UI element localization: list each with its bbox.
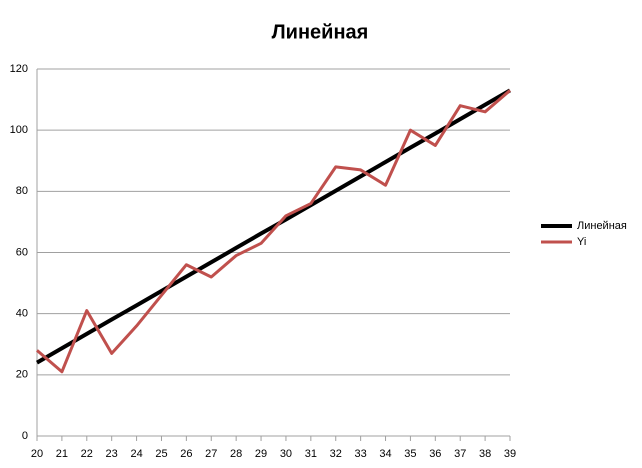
legend-label: Yi (577, 236, 586, 248)
x-tick-label: 26 (180, 448, 192, 460)
y-tick-label: 20 (16, 369, 28, 381)
x-tick-label: 32 (330, 448, 342, 460)
y-tick-label: 120 (10, 63, 28, 75)
x-tick-label: 36 (429, 448, 441, 460)
x-tick-label: 39 (504, 448, 516, 460)
x-tick-label: 21 (56, 448, 68, 460)
x-tick-label: 29 (255, 448, 267, 460)
y-tick-label: 100 (10, 124, 28, 136)
chart-title: Линейная (272, 21, 369, 43)
x-tick-label: 37 (454, 448, 466, 460)
x-tick-label: 38 (479, 448, 491, 460)
y-tick-label: 40 (16, 308, 28, 320)
x-tick-label: 25 (155, 448, 167, 460)
x-tick-label: 35 (404, 448, 416, 460)
x-tick-label: 20 (31, 448, 43, 460)
y-tick-label: 60 (16, 246, 28, 258)
x-tick-label: 24 (130, 448, 142, 460)
y-tick-label: 0 (22, 430, 28, 442)
series-line (35, 88, 512, 365)
series-line (36, 89, 511, 374)
x-tick-label: 33 (355, 448, 367, 460)
y-tick-label: 80 (16, 185, 28, 197)
x-tick-label: 30 (280, 448, 292, 460)
x-tick-label: 23 (106, 448, 118, 460)
x-tick-label: 31 (305, 448, 317, 460)
legend-label: Линейная (577, 220, 627, 232)
x-tick-label: 34 (379, 448, 391, 460)
x-tick-label: 22 (81, 448, 93, 460)
x-tick-label: 27 (205, 448, 217, 460)
x-tick-label: 28 (230, 448, 242, 460)
